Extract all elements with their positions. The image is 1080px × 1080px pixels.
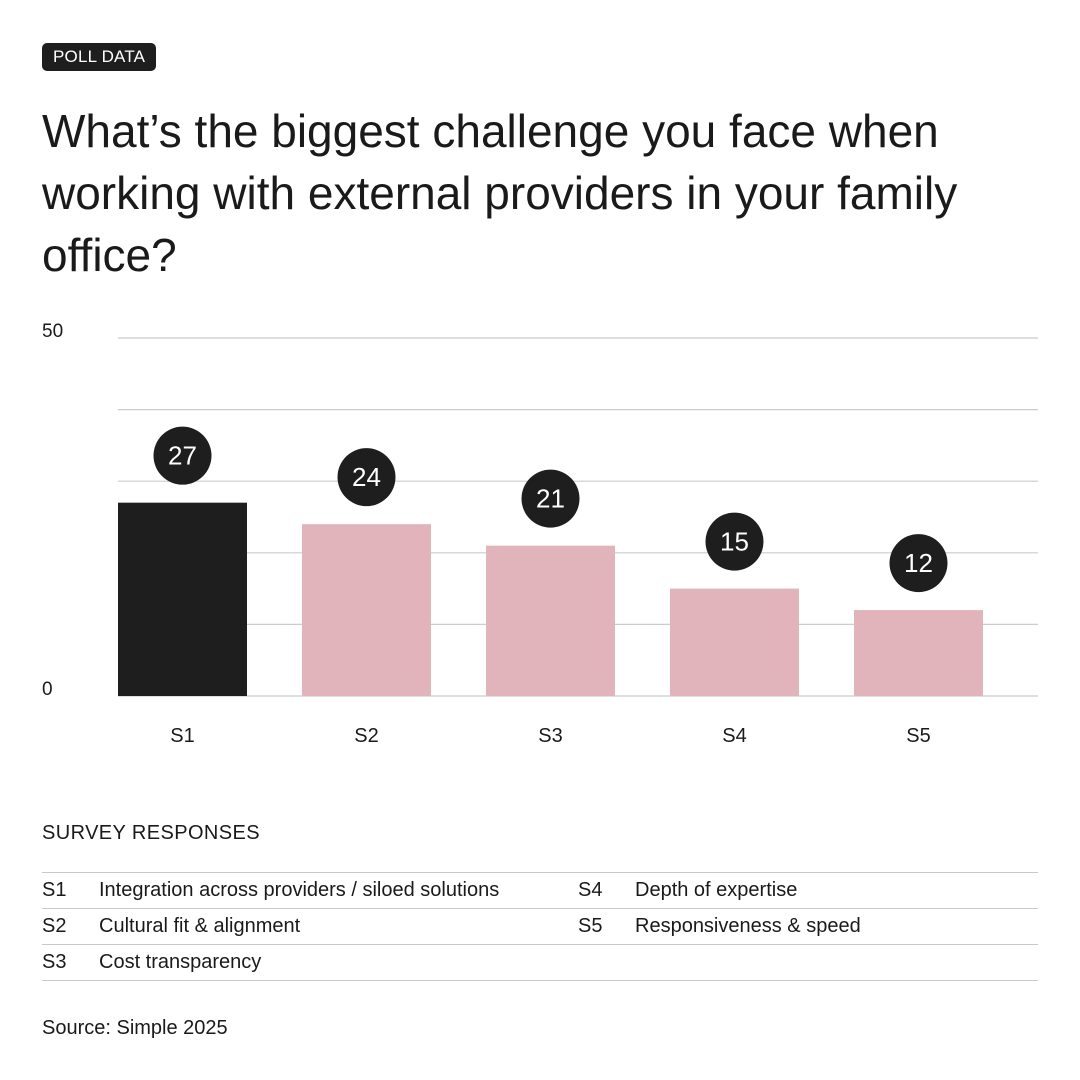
x-tick-label: S1 <box>170 725 194 747</box>
legend-code: S5 <box>578 908 635 945</box>
page-title: What’s the biggest challenge you face wh… <box>42 105 958 281</box>
bar <box>118 502 247 696</box>
x-tick-label: S5 <box>906 725 930 747</box>
legend-label: Depth of expertise <box>635 872 1038 909</box>
legend-label: Integration across providers / siloed so… <box>99 872 578 909</box>
x-tick-label: S2 <box>354 725 378 747</box>
legend-row: S3 Cost transparency <box>42 944 1038 981</box>
y-tick-label: 50 <box>42 321 63 342</box>
poll-data-badge: POLL DATA <box>42 43 157 71</box>
y-tick-label: 0 <box>42 679 53 700</box>
data-label-bubble <box>153 426 212 485</box>
x-tick-label: S3 <box>538 725 562 747</box>
x-tick-label: S4 <box>722 725 746 747</box>
source-note: Source: Simple 2025 <box>42 1017 228 1039</box>
data-label: 15 <box>720 527 749 557</box>
data-label-bubble <box>337 448 396 507</box>
legend-table: S1 Integration across providers / siloed… <box>42 872 1038 981</box>
bar-chart: 0 50 27 S1 24 S2 21 S3 15 S4 12 S5 <box>42 321 1038 747</box>
legend-code: S3 <box>42 944 99 981</box>
data-label: 12 <box>904 548 933 578</box>
data-label: 27 <box>168 441 197 471</box>
legend-label <box>635 944 1038 981</box>
data-label-bubble <box>521 469 580 528</box>
bar <box>670 588 799 696</box>
bar <box>302 524 431 696</box>
legend-label: Cost transparency <box>99 944 578 981</box>
bar <box>486 545 615 696</box>
legend-label: Cultural fit & alignment <box>99 908 578 945</box>
data-label: 24 <box>352 462 381 492</box>
data-label-bubble <box>705 512 764 571</box>
legend-row: S1 Integration across providers / siloed… <box>42 872 1038 909</box>
legend-code: S1 <box>42 872 99 909</box>
legend-code: S2 <box>42 908 99 945</box>
legend-heading: SURVEY RESPONSES <box>42 822 260 844</box>
legend-code: S4 <box>578 872 635 909</box>
legend-label: Responsiveness & speed <box>635 908 1038 945</box>
data-label-bubble <box>889 534 948 593</box>
legend-row: S2 Cultural fit & alignment S5 Responsiv… <box>42 908 1038 945</box>
bar <box>854 610 983 696</box>
legend-code <box>578 944 635 981</box>
data-label: 21 <box>536 484 565 514</box>
